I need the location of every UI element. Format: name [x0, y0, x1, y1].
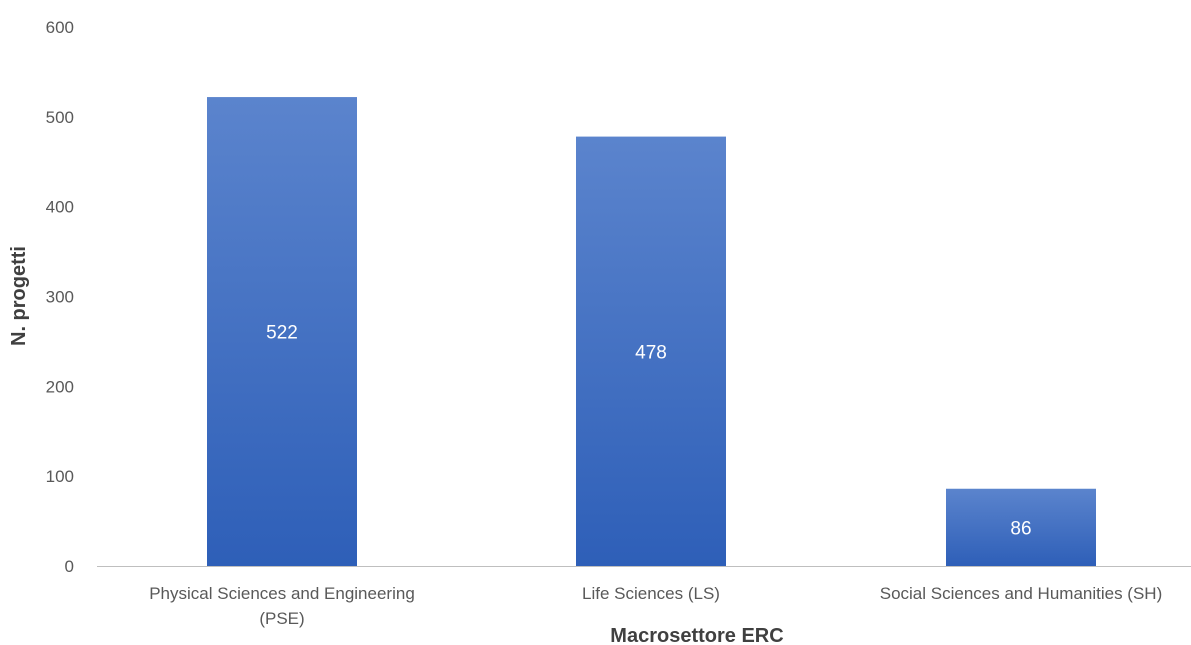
bar: [946, 488, 1096, 566]
y-tick-label: 200: [46, 377, 74, 396]
y-tick-label: 600: [46, 18, 74, 37]
y-axis-title: N. progetti: [8, 246, 30, 346]
y-tick-label: 300: [46, 288, 74, 307]
x-axis-category-labels: Physical Sciences and Engineering (PSE) Li…: [149, 584, 1162, 628]
y-tick-label: 500: [46, 108, 74, 127]
bar: [576, 136, 726, 566]
bar-value-label: 478: [635, 342, 667, 363]
y-axis-ticks: 0 100 200 300 400 500 600: [46, 18, 74, 576]
bar-value-label: 86: [1010, 518, 1031, 539]
y-tick-label: 100: [46, 467, 74, 486]
y-tick-label: 0: [65, 557, 74, 576]
bar-value-label: 522: [266, 323, 298, 344]
x-axis-title: Macrosettore ERC: [610, 625, 783, 645]
x-category-label: (PSE): [259, 609, 304, 628]
data-labels: 522 478 86: [266, 323, 1031, 540]
bar: [207, 97, 357, 566]
x-category-label: Life Sciences (LS): [582, 584, 720, 603]
x-category-label: Social Sciences and Humanities (SH): [880, 584, 1163, 603]
bars: [207, 97, 1096, 566]
x-category-label: Physical Sciences and Engineering: [149, 584, 415, 603]
y-tick-label: 400: [46, 198, 74, 217]
